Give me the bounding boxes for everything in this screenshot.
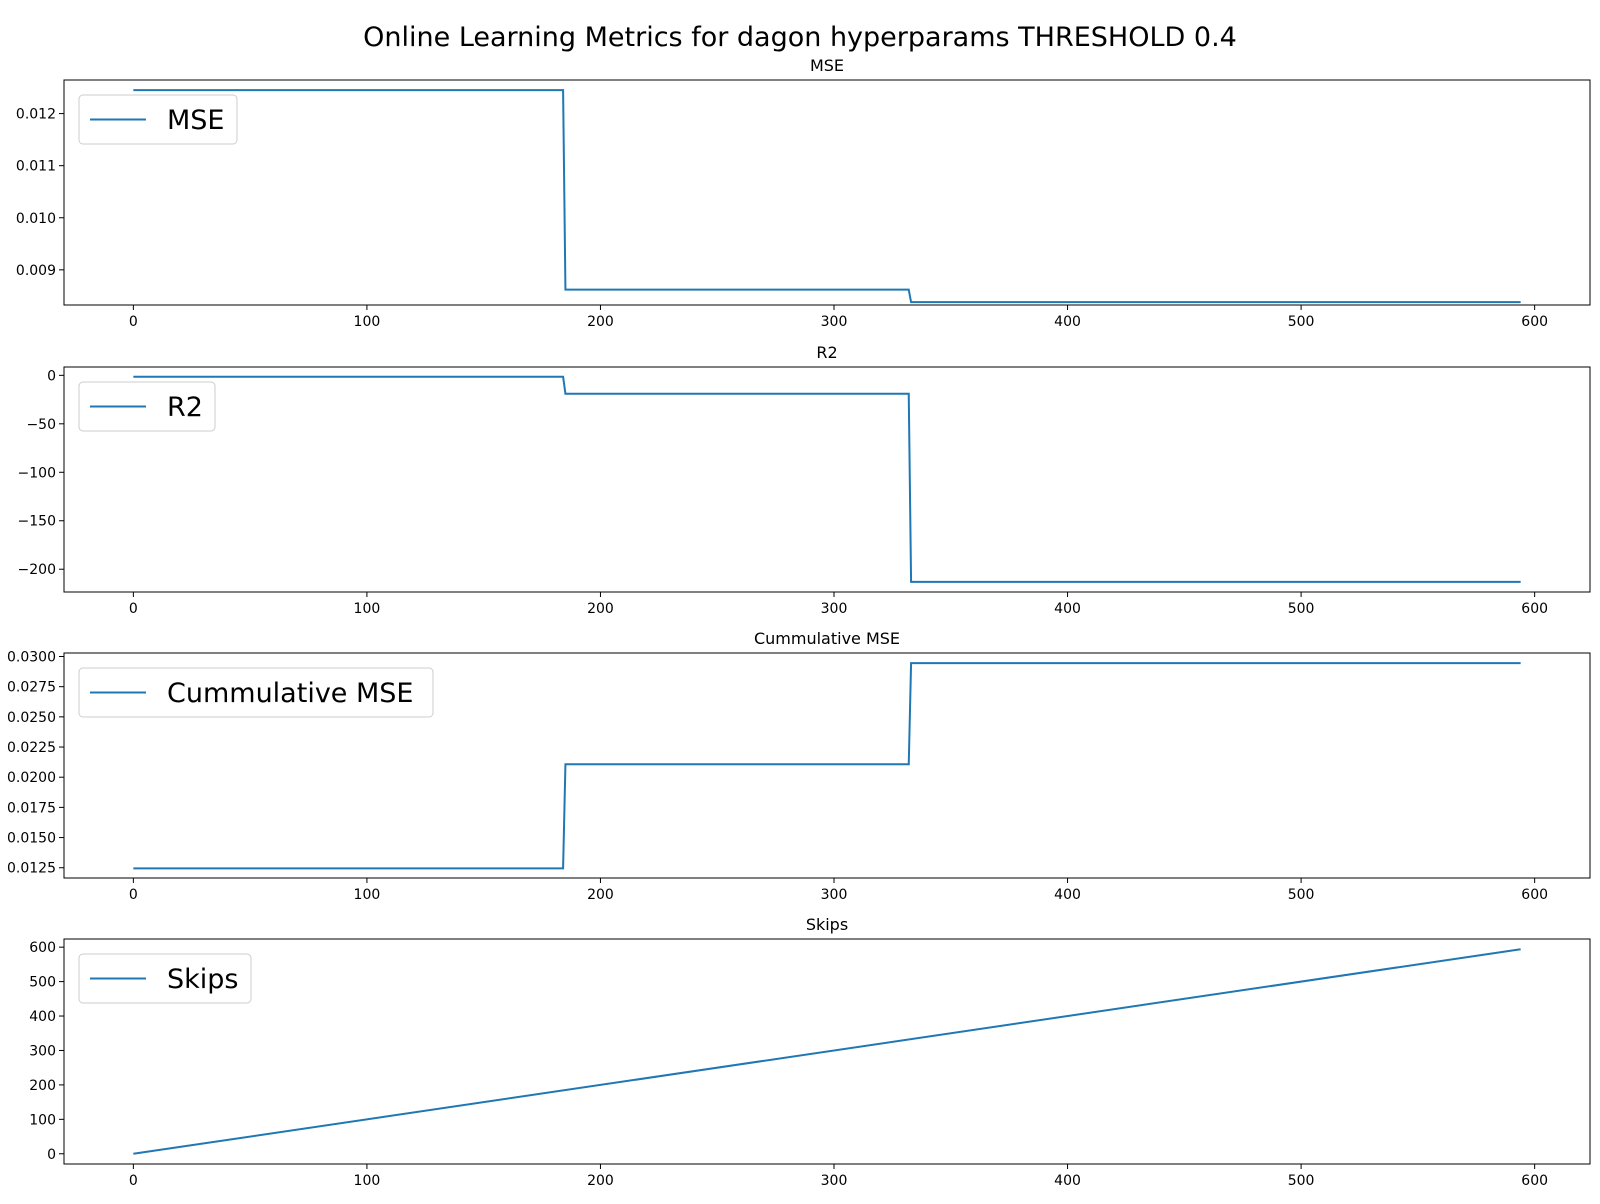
y-tick-label: 400	[29, 1009, 56, 1025]
x-tick-label: 0	[129, 887, 138, 903]
legend-label: Skips	[167, 964, 238, 995]
y-tick-label: −50	[26, 417, 56, 433]
y-tick-label: 100	[29, 1112, 56, 1128]
x-tick-label: 400	[1054, 887, 1081, 903]
x-tick-label: 100	[354, 601, 381, 617]
y-tick-label: 500	[29, 975, 56, 991]
subplot-title: MSE	[810, 56, 844, 75]
y-tick-label: 0.012	[16, 107, 56, 123]
x-tick-label: 400	[1054, 601, 1081, 617]
y-tick-label: 0.0175	[7, 800, 56, 816]
x-tick-label: 300	[821, 887, 848, 903]
x-tick-label: 100	[354, 314, 381, 330]
y-tick-label: 600	[29, 940, 56, 956]
x-tick-label: 500	[1288, 314, 1315, 330]
x-tick-label: 400	[1054, 1173, 1081, 1189]
figure-title: Online Learning Metrics for dagon hyperp…	[363, 22, 1237, 53]
x-tick-label: 500	[1288, 601, 1315, 617]
y-tick-label: 0	[47, 368, 56, 384]
legend-box	[78, 94, 238, 145]
chart-panel-3: Cummulative MSE 0 100 200 300 400 500 600 0.0125…	[7, 629, 1591, 903]
plot-frame	[63, 366, 1591, 593]
x-tick-label: 100	[354, 1173, 381, 1189]
x-tick-label: 0	[129, 1173, 138, 1189]
series-line-mse	[133, 89, 1521, 304]
x-tick-label: 300	[821, 601, 848, 617]
chart-panel-2: R2 0 100 200 300 400 500 600 0 −50 −100 −150 −200 R2	[18, 343, 1591, 617]
y-tick-label: 200	[29, 1078, 56, 1094]
x-tick-label: 0	[129, 314, 138, 330]
x-tick-label: 200	[587, 887, 614, 903]
plot-frame	[63, 938, 1591, 1165]
series-line-cummulative-mse	[133, 662, 1521, 870]
x-tick-label: 600	[1521, 314, 1548, 330]
subplot-title: Cummulative MSE	[754, 629, 900, 648]
y-tick-label: −100	[18, 465, 56, 481]
y-tick-label: 0.0225	[7, 740, 56, 756]
legend-label: R2	[167, 392, 203, 423]
plot-frame	[63, 652, 1591, 879]
subplot-title: Skips	[806, 915, 848, 934]
legend-box	[78, 953, 252, 1004]
x-tick-label: 200	[587, 601, 614, 617]
legend-label: MSE	[167, 105, 225, 136]
plot-frame	[63, 79, 1591, 306]
x-tick-label: 500	[1288, 887, 1315, 903]
y-tick-label: 0.0250	[7, 710, 56, 726]
x-tick-label: 100	[354, 887, 381, 903]
y-tick-label: 0.0300	[7, 650, 56, 666]
y-tick-label: 0.0275	[7, 680, 56, 696]
y-tick-label: 0.009	[16, 263, 56, 279]
legend-box	[78, 667, 434, 718]
y-tick-label: 0	[47, 1147, 56, 1163]
series-line-skips	[133, 948, 1521, 1155]
x-tick-label: 0	[129, 601, 138, 617]
x-tick-label: 600	[1521, 1173, 1548, 1189]
x-tick-label: 500	[1288, 1173, 1315, 1189]
x-tick-label: 600	[1521, 887, 1548, 903]
y-tick-label: 0.0150	[7, 831, 56, 847]
y-tick-label: 0.0125	[7, 861, 56, 877]
x-tick-label: 300	[821, 314, 848, 330]
series-line-r2	[133, 375, 1521, 583]
x-tick-label: 400	[1054, 314, 1081, 330]
x-tick-label: 200	[587, 314, 614, 330]
subplot-title: R2	[816, 343, 837, 362]
x-tick-label: 300	[821, 1173, 848, 1189]
chart-panel-4: Skips 0 100 200 300 400 500 600 0 100 200 300 400 500…	[29, 915, 1591, 1189]
y-tick-label: −150	[18, 514, 56, 530]
x-tick-label: 200	[587, 1173, 614, 1189]
y-tick-label: 0.010	[16, 211, 56, 227]
legend-box	[78, 381, 216, 432]
legend-label: Cummulative MSE	[167, 678, 413, 709]
y-tick-label: 0.011	[16, 159, 56, 175]
x-tick-label: 600	[1521, 601, 1548, 617]
y-tick-label: 300	[29, 1043, 56, 1059]
y-tick-label: 0.0200	[7, 770, 56, 786]
chart-panel-1: MSE 0 100 200 300 400 500 600 0.009 0.010 0.011 0.0…	[16, 56, 1591, 330]
y-tick-label: −200	[18, 562, 56, 578]
